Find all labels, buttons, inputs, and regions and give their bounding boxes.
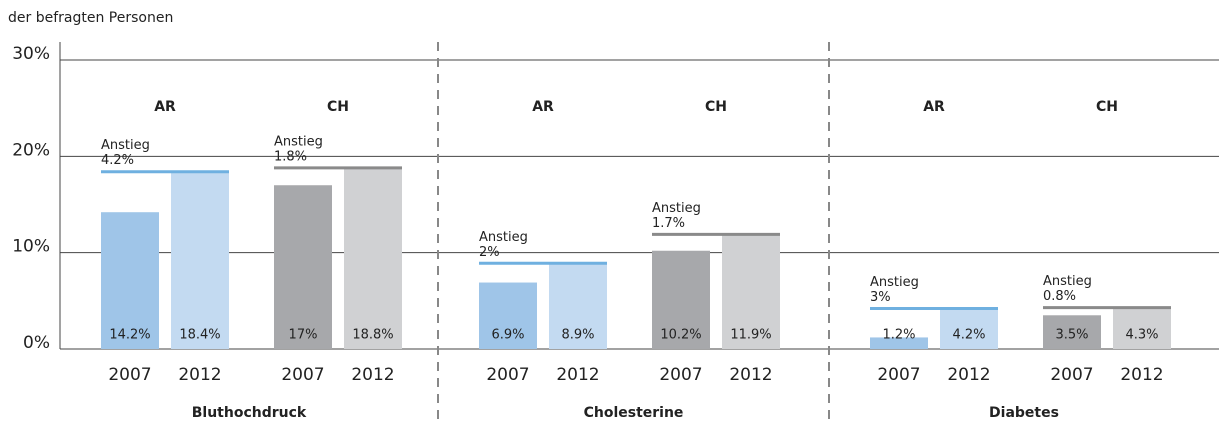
- annotation-value: 0.8%: [1043, 289, 1076, 304]
- x-tick-label: 2012: [1120, 365, 1163, 385]
- bar: [479, 282, 537, 349]
- bar: [1113, 307, 1171, 349]
- value-label: 14.2%: [109, 328, 150, 343]
- y-tick-label: 30%: [12, 44, 50, 64]
- annotation-value: 1.8%: [274, 149, 307, 164]
- x-tick-label: 2007: [281, 365, 324, 385]
- group-label: CH: [705, 99, 727, 115]
- bar: [652, 250, 710, 349]
- value-label: 6.9%: [491, 328, 524, 343]
- annotation: Anstieg: [479, 230, 528, 245]
- annotation-value: 2%: [479, 245, 500, 260]
- annotation: Anstieg: [274, 134, 323, 149]
- group-label: CH: [1096, 99, 1118, 115]
- chart-subtitle: der befragten Personen: [8, 10, 173, 26]
- x-tick-label: 2007: [486, 365, 529, 385]
- y-tick-label: 0%: [23, 333, 50, 353]
- x-tick-label: 2007: [1050, 365, 1093, 385]
- y-tick-label: 10%: [12, 237, 50, 257]
- panel-label: Diabetes: [989, 405, 1059, 421]
- bar: [1043, 315, 1101, 349]
- bar: [171, 171, 229, 349]
- x-tick-label: 2012: [947, 365, 990, 385]
- x-tick-label: 2007: [108, 365, 151, 385]
- value-label: 18.4%: [179, 328, 220, 343]
- annotation: Anstieg: [870, 275, 919, 290]
- panel-label: Cholesterine: [584, 405, 684, 421]
- annotation-value: 3%: [870, 290, 891, 305]
- value-label: 4.2%: [952, 328, 985, 343]
- x-tick-label: 2007: [659, 365, 702, 385]
- value-label: 18.8%: [352, 328, 393, 343]
- value-label: 4.3%: [1125, 328, 1158, 343]
- group-label: AR: [532, 99, 554, 115]
- x-tick-label: 2012: [729, 365, 772, 385]
- value-label: 8.9%: [561, 328, 594, 343]
- x-tick-label: 2012: [351, 365, 394, 385]
- group-label: CH: [327, 99, 349, 115]
- bar: [722, 234, 780, 349]
- y-tick-label: 20%: [12, 140, 50, 160]
- value-label: 1.2%: [882, 328, 915, 343]
- group-label: AR: [154, 99, 176, 115]
- bar: [344, 167, 402, 349]
- bar: [274, 185, 332, 349]
- annotation-value: 4.2%: [101, 153, 134, 168]
- x-tick-label: 2007: [877, 365, 920, 385]
- bar: [940, 308, 998, 349]
- annotation: Anstieg: [1043, 274, 1092, 289]
- bar: [870, 337, 928, 349]
- annotation: Anstieg: [101, 138, 150, 153]
- group-label: AR: [923, 99, 945, 115]
- bar: [549, 263, 607, 349]
- panel-label: Bluthochdruck: [192, 405, 307, 421]
- value-label: 11.9%: [730, 328, 771, 343]
- x-tick-label: 2012: [556, 365, 599, 385]
- annotation: Anstieg: [652, 201, 701, 216]
- value-label: 10.2%: [660, 328, 701, 343]
- bar: [101, 212, 159, 349]
- annotation-value: 1.7%: [652, 216, 685, 231]
- value-label: 17%: [289, 328, 318, 343]
- value-label: 3.5%: [1055, 328, 1088, 343]
- x-tick-label: 2012: [178, 365, 221, 385]
